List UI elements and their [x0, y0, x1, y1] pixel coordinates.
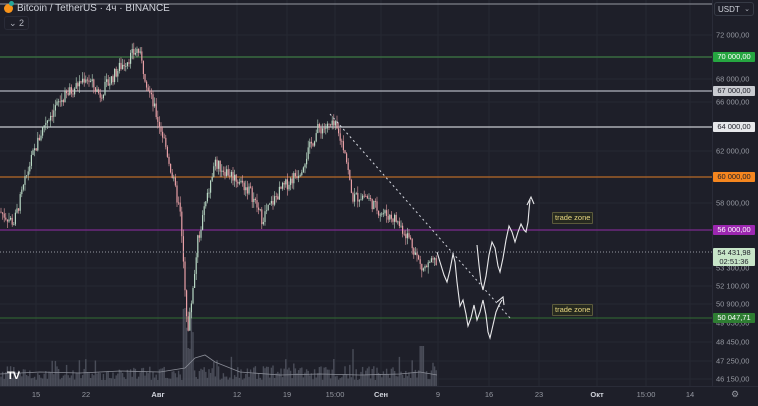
price-level-tag[interactable]: 56 000,00	[713, 225, 755, 235]
time-tick: 15:00	[325, 390, 345, 399]
time-tick: Авг	[151, 390, 165, 399]
current-price: 54 431,98	[717, 248, 751, 257]
price-level-tag[interactable]: 50 047,71	[713, 313, 755, 323]
trendline-dashed	[329, 113, 511, 319]
symbol-title[interactable]: Bitcoin / TetherUS · 4ч · BINANCE	[17, 3, 170, 14]
time-tick: 12	[232, 390, 242, 399]
chevron-down-icon: ⌄	[744, 6, 750, 13]
time-tick: Окт	[590, 390, 604, 399]
horizontal-levels	[0, 56, 712, 319]
tradingview-logo[interactable]: TV	[7, 370, 20, 382]
price-level-tag[interactable]: 64 000,00	[713, 122, 755, 132]
bar-countdown: 02:51:36	[719, 257, 749, 266]
price-tick: 52 100,00	[716, 281, 750, 291]
projection-arrowhead-2	[526, 195, 535, 206]
time-tick: Сен	[373, 390, 389, 399]
time-tick: 15:00	[636, 390, 656, 399]
time-tick: 22	[81, 390, 91, 399]
candles	[0, 42, 437, 332]
current-price-tag: 54 431,98 02:51:36	[713, 248, 755, 266]
price-tick: 62 000,00	[716, 146, 750, 156]
projection-path-down	[436, 251, 503, 341]
price-tick: 68 000,00	[716, 74, 750, 84]
currency-select[interactable]: USDT ⌄	[714, 2, 754, 16]
price-level-tag[interactable]: 67 000,00	[713, 86, 755, 96]
price-tick: 50 900,00	[716, 299, 750, 309]
time-tick: 14	[685, 390, 695, 399]
bitcoin-icon	[4, 1, 14, 13]
time-tick: 9	[435, 390, 441, 399]
price-tick: 66 000,00	[716, 97, 750, 107]
currency-value: USDT	[718, 5, 740, 14]
trade-zone-label[interactable]: trade zone	[552, 304, 594, 316]
trade-zone-label[interactable]: trade zone	[552, 212, 594, 224]
price-tick: 72 000,00	[716, 30, 750, 40]
projection-arrowhead-1	[496, 295, 505, 306]
volume-histogram	[0, 308, 438, 386]
time-tick: 23	[534, 390, 544, 399]
time-tick: 15	[31, 390, 41, 399]
price-tick: 49 650,00	[716, 318, 750, 328]
time-axis[interactable]	[0, 386, 758, 406]
time-tick: 16	[484, 390, 494, 399]
price-level-tag[interactable]: 60 000,00	[713, 172, 755, 182]
price-chart[interactable]	[0, 0, 712, 386]
price-tick: 48 450,00	[716, 337, 750, 347]
price-tick: 47 250,00	[716, 356, 750, 366]
price-tick: 58 000,00	[716, 198, 750, 208]
price-tick: 53 300,00	[716, 263, 750, 273]
chart-legend: Bitcoin / TetherUS · 4ч · BINANCE	[4, 1, 170, 14]
settings-icon[interactable]: ⚙	[731, 389, 740, 399]
price-level-tag[interactable]: 70 000,00	[713, 52, 755, 62]
indicators-toggle-button[interactable]: ⌄ 2	[4, 16, 30, 30]
projection-path-up	[476, 199, 531, 291]
price-tick: 46 150,00	[716, 374, 750, 384]
time-tick: 19	[282, 390, 292, 399]
